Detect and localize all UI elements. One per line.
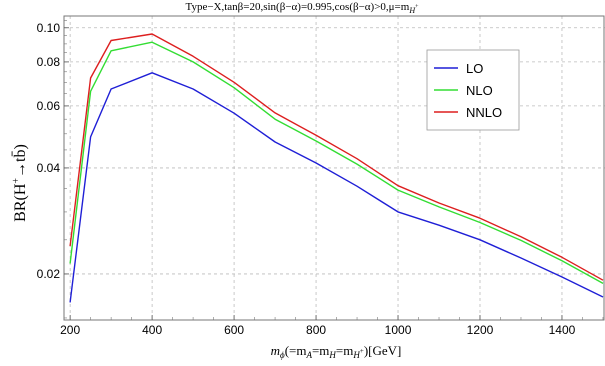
x-tick-label: 1000 xyxy=(385,323,412,337)
series-lines xyxy=(69,33,604,303)
y-axis-label: BR(H+→tb̄) xyxy=(11,144,29,222)
series-line-nnlo xyxy=(69,33,604,281)
x-tick-label: 200 xyxy=(60,323,80,337)
series-line-nlo xyxy=(69,41,604,285)
legend-label-nnlo: NNLO xyxy=(466,105,502,120)
legend-label-nlo: NLO xyxy=(466,83,493,98)
series-line-lo xyxy=(69,72,604,303)
y-tick-label: 0.04 xyxy=(37,161,61,175)
y-tick-label: 0.08 xyxy=(37,55,61,69)
x-tick-label: 600 xyxy=(224,323,244,337)
x-tick-label: 800 xyxy=(306,323,326,337)
y-tick-label: 0.02 xyxy=(37,267,61,281)
legend: LO NLO NNLO xyxy=(426,49,520,131)
x-axis-label: mϕ(=mA=mH=mH+)[GeV] xyxy=(271,343,402,360)
y-tick-label: 0.06 xyxy=(37,99,61,113)
grid xyxy=(64,16,605,320)
axis-ticks: 200 400 600 800 1000 1200 1400 0.02 0.04 0.06 0.08… xyxy=(37,20,604,337)
legend-label-lo: LO xyxy=(466,61,483,76)
chart-title: Type−X,tanβ=20,sin(β−α)=0.995,cos(β−α)>0… xyxy=(186,1,420,15)
y-tick-label: 0.10 xyxy=(37,21,61,35)
x-tick-label: 1400 xyxy=(549,323,576,337)
x-tick-label: 1200 xyxy=(467,323,494,337)
x-tick-label: 400 xyxy=(142,323,162,337)
